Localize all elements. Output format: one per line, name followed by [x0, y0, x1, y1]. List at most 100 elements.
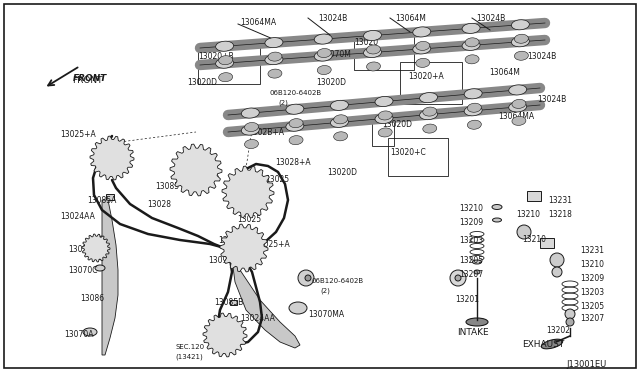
Text: 13024A: 13024A [218, 236, 248, 245]
Text: 13210: 13210 [580, 260, 604, 269]
Circle shape [450, 270, 466, 286]
Ellipse shape [219, 73, 233, 82]
Text: 13020D: 13020D [316, 78, 346, 87]
Text: 13020D: 13020D [327, 168, 357, 177]
Bar [106, 194, 114, 200]
Ellipse shape [367, 62, 381, 71]
Bar [540, 238, 554, 248]
Text: INTAKE: INTAKE [457, 328, 488, 337]
Ellipse shape [333, 132, 348, 141]
Circle shape [552, 267, 562, 277]
Text: 13025+A: 13025+A [254, 240, 290, 249]
Ellipse shape [466, 318, 488, 326]
Text: 13209: 13209 [459, 218, 483, 227]
Polygon shape [203, 313, 247, 357]
Polygon shape [102, 200, 118, 355]
Polygon shape [90, 136, 134, 180]
Circle shape [517, 225, 531, 239]
Circle shape [220, 330, 230, 340]
Text: 13201: 13201 [455, 295, 479, 304]
Ellipse shape [314, 34, 332, 44]
Text: 13205: 13205 [580, 302, 604, 311]
Ellipse shape [375, 113, 393, 124]
Text: (2): (2) [320, 288, 330, 295]
Ellipse shape [83, 328, 97, 336]
Bar [527, 191, 541, 201]
Text: FRONT: FRONT [73, 74, 108, 83]
Ellipse shape [216, 41, 234, 51]
Circle shape [189, 164, 202, 176]
Polygon shape [82, 234, 110, 262]
Ellipse shape [314, 51, 332, 61]
Ellipse shape [289, 136, 303, 145]
Circle shape [298, 270, 314, 286]
Text: 13203: 13203 [459, 236, 483, 245]
Circle shape [230, 234, 258, 262]
Text: 13203: 13203 [580, 288, 604, 297]
Text: 13028+A: 13028+A [275, 158, 310, 167]
Text: 13070MA: 13070MA [308, 310, 344, 319]
Ellipse shape [541, 339, 563, 349]
Ellipse shape [317, 65, 332, 74]
Circle shape [93, 245, 99, 251]
Text: 13028: 13028 [147, 200, 171, 209]
Ellipse shape [219, 56, 233, 65]
Text: 13205: 13205 [459, 256, 483, 265]
Text: 13024B: 13024B [318, 14, 348, 23]
Text: 13070M: 13070M [320, 50, 351, 59]
Text: 13024B: 13024B [537, 95, 566, 104]
Text: 06B120-6402B: 06B120-6402B [312, 278, 364, 284]
Text: 13024AA: 13024AA [60, 212, 95, 221]
Text: 13085A: 13085A [87, 196, 116, 205]
Ellipse shape [465, 55, 479, 64]
Ellipse shape [420, 110, 438, 120]
Text: 06B120-6402B: 06B120-6402B [270, 90, 322, 96]
Text: 13020D: 13020D [187, 78, 217, 87]
Text: 13231: 13231 [548, 196, 572, 205]
Text: 13020+C: 13020+C [390, 148, 426, 157]
Ellipse shape [268, 52, 282, 61]
Text: EXHAUST: EXHAUST [522, 340, 564, 349]
Circle shape [99, 145, 125, 171]
Ellipse shape [462, 40, 480, 50]
Text: 13024A: 13024A [190, 172, 220, 181]
Text: 13095+A: 13095+A [208, 256, 244, 265]
Ellipse shape [511, 37, 529, 47]
Circle shape [455, 275, 461, 281]
Ellipse shape [467, 103, 481, 112]
Circle shape [305, 275, 311, 281]
Text: 1302B+A: 1302B+A [248, 128, 284, 137]
Text: 13218: 13218 [548, 210, 572, 219]
Text: 13025: 13025 [265, 175, 289, 184]
Bar [400, 62, 462, 104]
Text: 13020+A: 13020+A [408, 72, 444, 81]
Ellipse shape [289, 302, 307, 314]
Circle shape [107, 153, 117, 163]
Bar [372, 116, 394, 146]
Ellipse shape [241, 108, 259, 118]
Ellipse shape [317, 48, 332, 58]
Ellipse shape [268, 69, 282, 78]
Ellipse shape [416, 41, 430, 51]
Circle shape [88, 240, 104, 256]
Ellipse shape [515, 34, 529, 43]
Text: 13070C: 13070C [68, 266, 97, 275]
Ellipse shape [364, 31, 381, 41]
Ellipse shape [244, 122, 259, 132]
Text: 13231: 13231 [580, 246, 604, 255]
Ellipse shape [216, 58, 234, 68]
Text: 13064MA: 13064MA [240, 18, 276, 27]
Bar [198, 46, 260, 84]
Ellipse shape [515, 51, 529, 60]
Text: 13064M: 13064M [395, 14, 426, 23]
Text: 13024B: 13024B [476, 14, 505, 23]
Ellipse shape [333, 115, 348, 124]
Ellipse shape [413, 44, 431, 54]
Ellipse shape [413, 27, 431, 37]
Ellipse shape [512, 116, 526, 125]
Polygon shape [170, 144, 222, 196]
Text: 13202: 13202 [546, 326, 570, 335]
Text: 13210: 13210 [522, 235, 546, 244]
Ellipse shape [472, 260, 481, 264]
Text: 13020D: 13020D [382, 120, 412, 129]
